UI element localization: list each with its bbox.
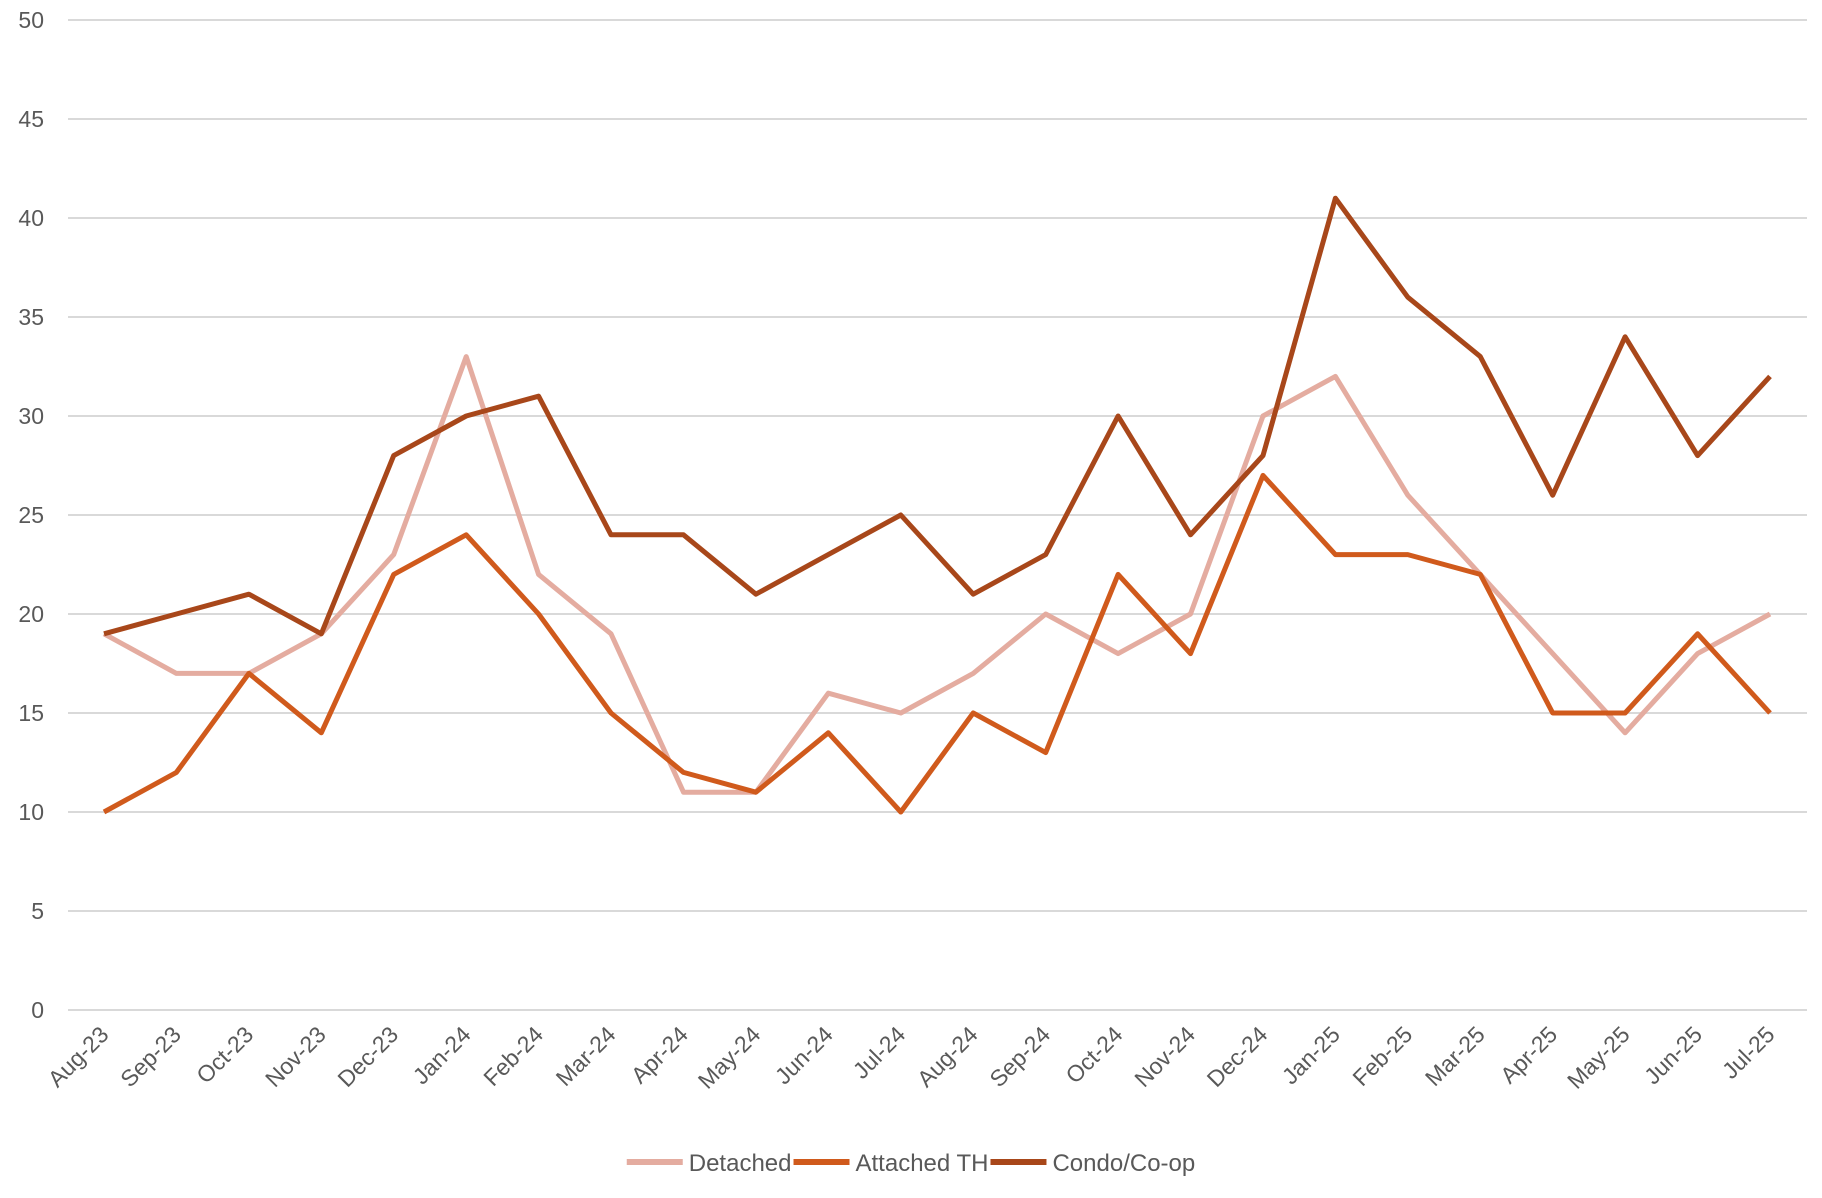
x-tick-label: Mar-24 [551, 1021, 621, 1091]
series-lines [102, 195, 1772, 815]
x-tick-label: Aug-24 [912, 1021, 983, 1092]
x-tick-label: Dec-24 [1202, 1021, 1273, 1092]
y-tick-label: 45 [18, 106, 44, 132]
x-tick-label: Apr-24 [626, 1021, 693, 1088]
x-tick-label: Feb-25 [1347, 1021, 1417, 1091]
x-tick-label: Jan-24 [408, 1021, 476, 1089]
y-tick-label: 10 [18, 799, 44, 825]
y-tick-label: 40 [18, 205, 44, 231]
grid-lines [68, 19, 1807, 1011]
x-tick-label: Sep-24 [984, 1021, 1055, 1092]
y-tick-label: 15 [18, 700, 44, 726]
x-tick-label: Sep-23 [115, 1021, 186, 1092]
x-tick-label: Jun-24 [770, 1021, 838, 1089]
x-tick-label: Nov-23 [260, 1021, 331, 1092]
y-tick-label: 25 [18, 502, 44, 528]
x-tick-label: Oct-23 [191, 1021, 258, 1088]
x-tick-label: Jul-24 [848, 1021, 911, 1084]
x-tick-label: Nov-24 [1129, 1021, 1200, 1092]
y-tick-label: 20 [18, 601, 44, 627]
x-tick-label: Oct-24 [1060, 1021, 1127, 1088]
legend-label-attached-th: Attached TH [856, 1150, 989, 1177]
legend: Detached Attached TH Condo/Co-op [626, 1150, 1195, 1177]
y-axis-tick-labels: 0 5 10 15 20 25 30 35 40 45 50 [18, 7, 44, 1023]
x-tick-label: May-25 [1562, 1021, 1635, 1094]
y-tick-label: 30 [18, 403, 44, 429]
x-tick-label: May-24 [693, 1021, 766, 1094]
x-tick-label: Feb-24 [478, 1021, 548, 1091]
x-tick-label: Aug-23 [43, 1021, 114, 1092]
x-axis-tick-labels: Aug-23 Sep-23 Oct-23 Nov-23 Dec-23 Jan-24 Feb-… [43, 1021, 1780, 1094]
x-tick-label: Jun-25 [1639, 1021, 1707, 1089]
legend-label-detached: Detached [689, 1150, 792, 1177]
x-tick-label: Mar-25 [1420, 1021, 1490, 1091]
y-tick-label: 50 [18, 7, 44, 33]
y-tick-label: 0 [31, 997, 44, 1023]
x-tick-label: Jan-25 [1277, 1021, 1345, 1089]
series-line-attached-th [102, 472, 1772, 815]
y-tick-label: 35 [18, 304, 44, 330]
legend-label-condo-co-op: Condo/Co-op [1052, 1150, 1195, 1177]
x-tick-label: Apr-25 [1495, 1021, 1562, 1088]
x-tick-label: Jul-25 [1717, 1021, 1780, 1084]
x-tick-label: Dec-23 [332, 1021, 403, 1092]
y-tick-label: 5 [31, 898, 44, 924]
series-line-detached [102, 354, 1772, 795]
series-line-condo-co-op [103, 195, 1772, 637]
